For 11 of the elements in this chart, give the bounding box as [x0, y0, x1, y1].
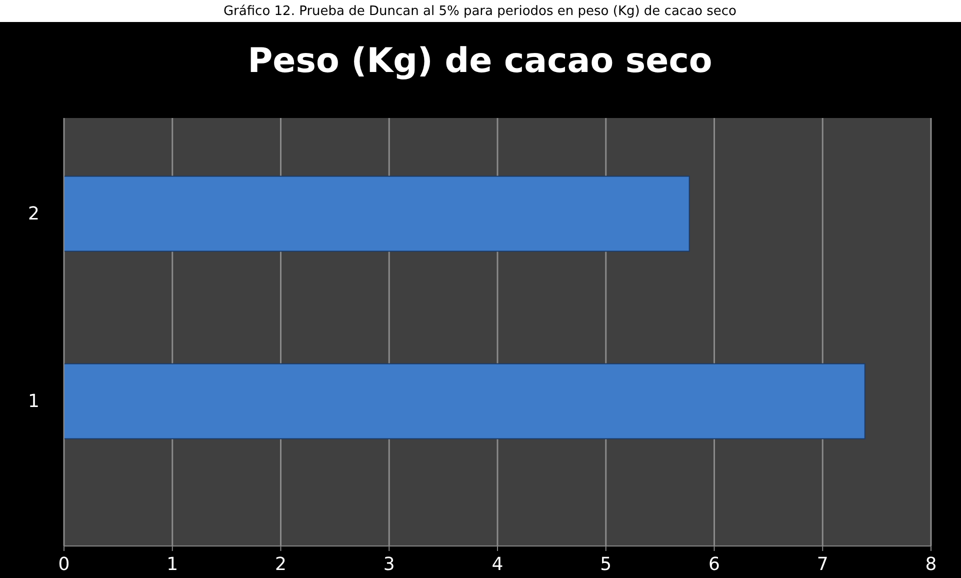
- x-tick-label: 0: [58, 554, 70, 576]
- x-tick-label: 1: [166, 554, 178, 576]
- x-tick-label: 8: [925, 554, 937, 576]
- x-tick-label: 4: [492, 554, 504, 576]
- x-tick-label: 6: [708, 554, 720, 576]
- x-tick-label: 7: [816, 554, 828, 576]
- x-tick-label: 2: [275, 554, 286, 576]
- text: Gráfico 12. Prueba de Duncan al 5% para periodos en peso (Kg) de cacao seco: [223, 4, 737, 19]
- x-tick-label: 3: [383, 554, 395, 576]
- chart-title: Peso (Kg) de cacao seco: [248, 41, 712, 81]
- x-tick-label: 5: [600, 554, 612, 576]
